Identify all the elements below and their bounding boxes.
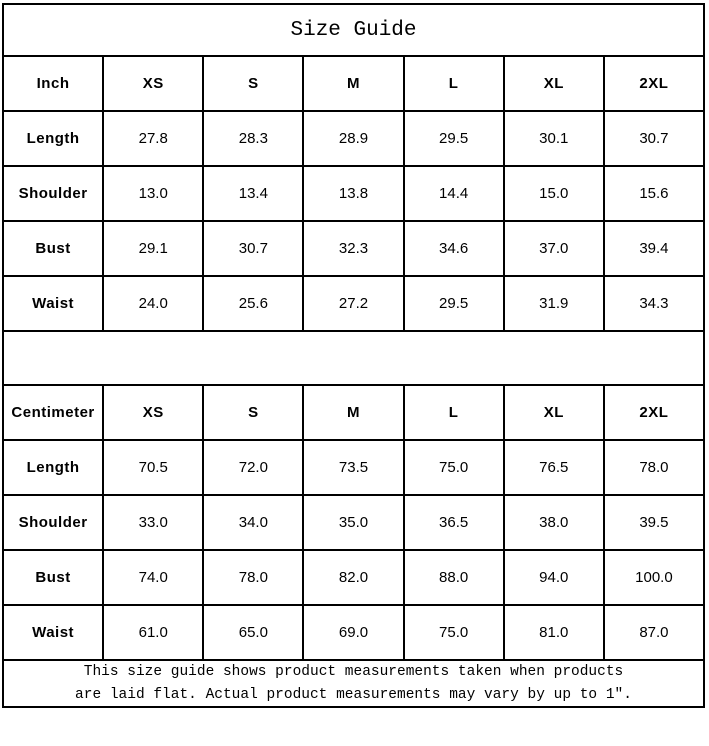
footnote: This size guide shows product measuremen… bbox=[2, 659, 705, 708]
measurement-value: 39.4 bbox=[602, 220, 706, 277]
row-label-length: Length bbox=[1, 110, 105, 167]
measurement-value: 61.0 bbox=[102, 604, 205, 661]
table-row: Bust 74.0 78.0 82.0 88.0 94.0 100.0 bbox=[1, 549, 706, 606]
size-header-xl: XL bbox=[502, 55, 605, 112]
size-guide-table: Size Guide Inch XS S M L XL 2XL Length 2… bbox=[1, 3, 706, 708]
measurement-value: 35.0 bbox=[302, 494, 405, 551]
measurement-value: 34.3 bbox=[602, 275, 706, 332]
measurement-value: 34.0 bbox=[202, 494, 305, 551]
measurement-value: 15.6 bbox=[602, 165, 706, 222]
table-row: Waist 61.0 65.0 69.0 75.0 81.0 87.0 bbox=[1, 604, 706, 661]
footnote-line-1: This size guide shows product measuremen… bbox=[83, 664, 624, 681]
measurement-value: 13.8 bbox=[302, 165, 405, 222]
row-label-bust: Bust bbox=[1, 220, 105, 277]
row-label-waist: Waist bbox=[1, 275, 105, 332]
row-label-shoulder: Shoulder bbox=[1, 494, 105, 551]
measurement-value: 73.5 bbox=[302, 439, 405, 496]
measurement-value: 29.1 bbox=[102, 220, 205, 277]
size-guide-page: Size Guide Inch XS S M L XL 2XL Length 2… bbox=[0, 3, 709, 746]
measurement-value: 30.1 bbox=[502, 110, 605, 167]
measurement-value: 27.2 bbox=[302, 275, 405, 332]
spacer-cell bbox=[2, 330, 705, 386]
spacer-row bbox=[2, 330, 705, 386]
measurement-value: 29.5 bbox=[402, 110, 505, 167]
measurement-value: 87.0 bbox=[602, 604, 706, 661]
size-header-2xl: 2XL bbox=[602, 384, 706, 441]
measurement-value: 33.0 bbox=[102, 494, 205, 551]
measurement-value: 30.7 bbox=[602, 110, 706, 167]
size-header-2xl: 2XL bbox=[602, 55, 706, 112]
measurement-value: 25.6 bbox=[202, 275, 305, 332]
unit-header-centimeter: Centimeter bbox=[1, 384, 105, 441]
measurement-value: 28.3 bbox=[202, 110, 305, 167]
table-row: Bust 29.1 30.7 32.3 34.6 37.0 39.4 bbox=[1, 220, 706, 277]
inch-header-row: Inch XS S M L XL 2XL bbox=[1, 55, 706, 112]
row-label-bust: Bust bbox=[1, 549, 105, 606]
size-header-xl: XL bbox=[502, 384, 605, 441]
measurement-value: 31.9 bbox=[502, 275, 605, 332]
measurement-value: 13.0 bbox=[102, 165, 205, 222]
title-row: Size Guide bbox=[2, 3, 705, 57]
measurement-value: 94.0 bbox=[502, 549, 605, 606]
measurement-value: 28.9 bbox=[302, 110, 405, 167]
row-label-shoulder: Shoulder bbox=[1, 165, 105, 222]
measurement-value: 81.0 bbox=[502, 604, 605, 661]
measurement-value: 74.0 bbox=[102, 549, 205, 606]
measurement-value: 82.0 bbox=[302, 549, 405, 606]
table-row: Waist 24.0 25.6 27.2 29.5 31.9 34.3 bbox=[1, 275, 706, 332]
size-header-s: S bbox=[202, 384, 305, 441]
measurement-value: 78.0 bbox=[602, 439, 706, 496]
table-row: Length 27.8 28.3 28.9 29.5 30.1 30.7 bbox=[1, 110, 706, 167]
table-row: Shoulder 13.0 13.4 13.8 14.4 15.0 15.6 bbox=[1, 165, 706, 222]
size-header-l: L bbox=[402, 55, 505, 112]
size-header-s: S bbox=[202, 55, 305, 112]
measurement-value: 70.5 bbox=[102, 439, 205, 496]
measurement-value: 88.0 bbox=[402, 549, 505, 606]
measurement-value: 78.0 bbox=[202, 549, 305, 606]
measurement-value: 76.5 bbox=[502, 439, 605, 496]
measurement-value: 75.0 bbox=[402, 439, 505, 496]
measurement-value: 39.5 bbox=[602, 494, 706, 551]
measurement-value: 24.0 bbox=[102, 275, 205, 332]
measurement-value: 36.5 bbox=[402, 494, 505, 551]
measurement-value: 15.0 bbox=[502, 165, 605, 222]
measurement-value: 14.4 bbox=[402, 165, 505, 222]
measurement-value: 69.0 bbox=[302, 604, 405, 661]
measurement-value: 75.0 bbox=[402, 604, 505, 661]
table-row: Shoulder 33.0 34.0 35.0 36.5 38.0 39.5 bbox=[1, 494, 706, 551]
measurement-value: 27.8 bbox=[102, 110, 205, 167]
measurement-value: 100.0 bbox=[602, 549, 706, 606]
page-title: Size Guide bbox=[2, 3, 705, 57]
measurement-value: 30.7 bbox=[202, 220, 305, 277]
footnote-line-2: are laid flat. Actual product measuremen… bbox=[75, 686, 632, 703]
row-label-waist: Waist bbox=[1, 604, 105, 661]
measurement-value: 38.0 bbox=[502, 494, 605, 551]
centimeter-header-row: Centimeter XS S M L XL 2XL bbox=[1, 384, 706, 441]
size-header-xs: XS bbox=[102, 384, 205, 441]
measurement-value: 13.4 bbox=[202, 165, 305, 222]
unit-header-inch: Inch bbox=[1, 55, 105, 112]
footnote-row: This size guide shows product measuremen… bbox=[2, 659, 705, 708]
table-row: Length 70.5 72.0 73.5 75.0 76.5 78.0 bbox=[1, 439, 706, 496]
measurement-value: 29.5 bbox=[402, 275, 505, 332]
measurement-value: 65.0 bbox=[202, 604, 305, 661]
size-header-l: L bbox=[402, 384, 505, 441]
measurement-value: 37.0 bbox=[502, 220, 605, 277]
size-header-xs: XS bbox=[102, 55, 205, 112]
measurement-value: 72.0 bbox=[202, 439, 305, 496]
measurement-value: 34.6 bbox=[402, 220, 505, 277]
row-label-length: Length bbox=[1, 439, 105, 496]
measurement-value: 32.3 bbox=[302, 220, 405, 277]
size-header-m: M bbox=[302, 384, 405, 441]
size-header-m: M bbox=[302, 55, 405, 112]
